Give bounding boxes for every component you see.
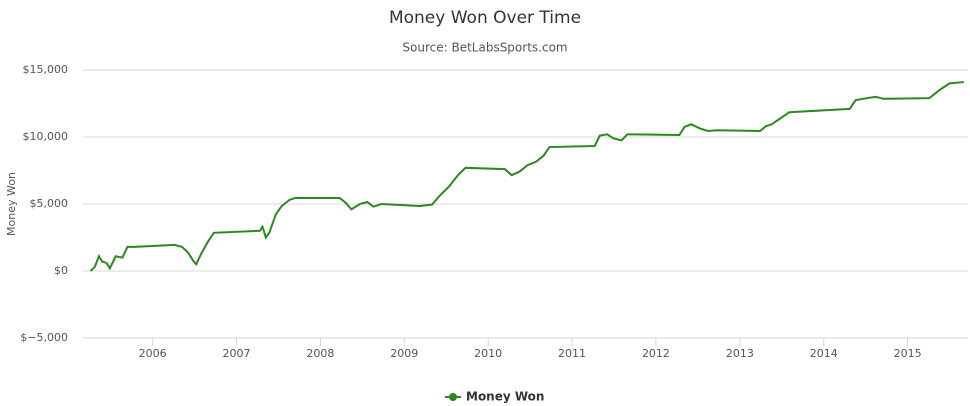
y-tick-label: $5,000 xyxy=(30,197,69,210)
line xyxy=(89,81,964,272)
y-tick-label: $−5,000 xyxy=(20,331,68,344)
chart-title: Money Won Over Time xyxy=(389,8,581,28)
legend-label: Money Won xyxy=(466,390,544,404)
x-tick-label: 2009 xyxy=(390,347,418,360)
x-tick-label: 2015 xyxy=(894,347,922,360)
x-tick-label: 2008 xyxy=(306,347,334,360)
x-tick-label: 2011 xyxy=(558,347,586,360)
x-tick-label: 2014 xyxy=(810,347,838,360)
y-axis-label: Money Won xyxy=(5,172,18,236)
y-tick-label: $15,000 xyxy=(23,63,69,76)
x-tick-label: 2012 xyxy=(642,347,670,360)
chart-subtitle: Source: BetLabsSports.com xyxy=(402,41,567,55)
y-tick-label: $0 xyxy=(54,264,68,277)
x-tick-label: 2006 xyxy=(139,347,167,360)
y-tick-label: $10,000 xyxy=(23,130,69,143)
x-tick-label: 2013 xyxy=(726,347,754,360)
legend-marker xyxy=(449,393,457,401)
x-tick-label: 2007 xyxy=(223,347,251,360)
x-tick-label: 2010 xyxy=(474,347,502,360)
